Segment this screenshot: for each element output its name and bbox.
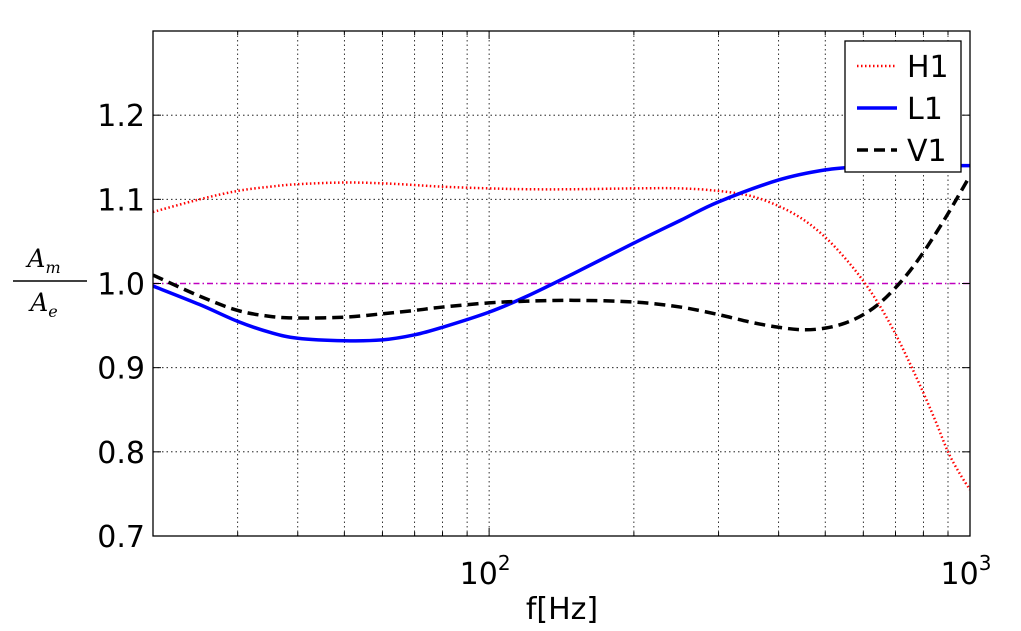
y-tick-label: 0.8 <box>97 436 145 471</box>
x-axis-label: f[Hz] <box>526 592 598 627</box>
legend: H1 L1 V1 <box>844 40 962 173</box>
y-label-denominator: Ae <box>28 288 58 321</box>
y-tick-label: 1.1 <box>97 183 145 218</box>
tick-labels: 0.7 0.8 0.9 1.0 1.1 1.2 102 103 <box>97 99 991 592</box>
series-line-h1 <box>153 181 970 491</box>
legend-label-l1: L1 <box>907 92 943 127</box>
y-tick-label: 0.7 <box>97 520 145 555</box>
y-tick-label: 1.0 <box>97 268 145 303</box>
y-tick-label: 0.9 <box>97 352 145 387</box>
y-tick-label: 1.2 <box>97 99 145 134</box>
legend-label-v1: V1 <box>907 134 947 169</box>
x-tick-label: 102 <box>460 551 511 592</box>
legend-label-h1: H1 <box>907 50 949 85</box>
y-axis-label: Am Ae <box>13 244 87 321</box>
x-tick-label: 103 <box>941 551 992 592</box>
y-label-numerator: Am <box>25 244 60 277</box>
ticks <box>153 31 971 537</box>
